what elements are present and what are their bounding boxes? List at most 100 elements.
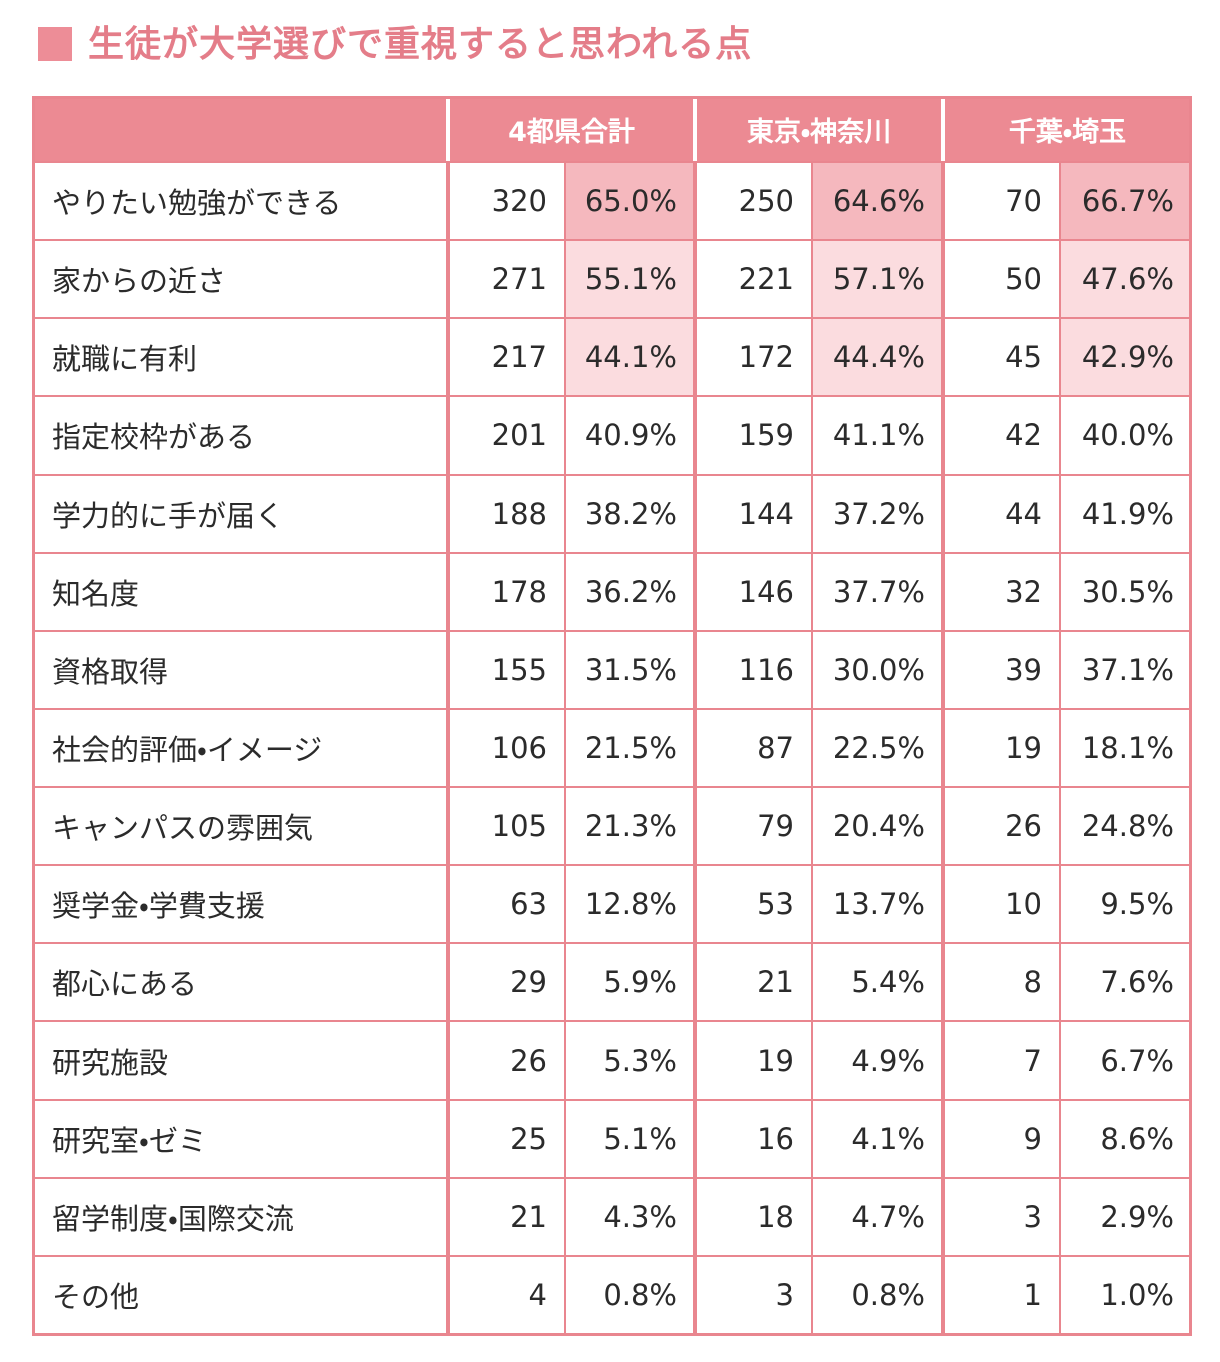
- percent-cell: 21.5%: [584, 730, 677, 765]
- header-bg: [32, 96, 448, 162]
- count-cell: 50: [1005, 262, 1042, 297]
- row-divider: [32, 239, 1192, 241]
- percent-cell: 41.9%: [1081, 496, 1174, 531]
- percent-cell: 2.9%: [1100, 1199, 1174, 1234]
- count-cell: 144: [738, 496, 794, 531]
- percent-cell: 38.2%: [584, 496, 677, 531]
- col-divider: [1059, 162, 1061, 1334]
- row-divider: [32, 708, 1192, 710]
- row-label: 留学制度・国際交流: [52, 1201, 294, 1236]
- percent-cell: 55.1%: [565, 240, 695, 319]
- percent-cell: 0.8%: [851, 1277, 925, 1312]
- count-cell: 9: [1023, 1121, 1042, 1156]
- count-cell: 159: [738, 418, 794, 453]
- percent-cell: 5.1%: [603, 1121, 677, 1156]
- percent-cell: 4.7%: [851, 1199, 925, 1234]
- count-cell: 45: [1005, 340, 1042, 375]
- percent-cell: 6.7%: [1100, 1043, 1174, 1078]
- percent-cell: 18.1%: [1081, 730, 1174, 765]
- count-cell: 221: [738, 262, 794, 297]
- header-divider: [446, 96, 450, 162]
- column-header: 東京・神奈川: [695, 96, 943, 162]
- percent-cell: 42.9%: [1060, 318, 1192, 397]
- count-cell: 172: [738, 340, 794, 375]
- header-bottom: [32, 161, 1192, 163]
- row-label: 知名度: [52, 576, 140, 611]
- row-label: 奨学金・学費支援: [52, 889, 265, 924]
- col-divider: [811, 162, 813, 1334]
- group-divider: [693, 162, 697, 1334]
- count-cell: 7: [1023, 1043, 1042, 1078]
- count-cell: 116: [738, 652, 794, 687]
- percent-cell: 4.1%: [851, 1121, 925, 1156]
- count-cell: 21: [757, 965, 794, 1000]
- row-divider: [32, 786, 1192, 788]
- count-cell: 39: [1005, 652, 1042, 687]
- row-label: 資格取得: [52, 654, 169, 689]
- count-cell: 53: [757, 887, 794, 922]
- row-divider: [32, 1255, 1192, 1257]
- percent-cell: 66.7%: [1060, 162, 1192, 241]
- count-cell: 3: [775, 1277, 794, 1312]
- percent-cell: 31.5%: [584, 652, 677, 687]
- count-cell: 10: [1005, 887, 1042, 922]
- col-divider: [564, 162, 566, 1334]
- percent-cell: 7.6%: [1100, 965, 1174, 1000]
- percent-cell: 4.9%: [851, 1043, 925, 1078]
- count-cell: 4: [528, 1277, 547, 1312]
- percent-cell: 44.4%: [812, 318, 943, 397]
- percent-cell: 30.0%: [832, 652, 925, 687]
- count-cell: 44: [1005, 496, 1042, 531]
- title: 生徒が大学選びで重視すると思われる点: [88, 24, 753, 65]
- count-cell: 63: [510, 887, 547, 922]
- percent-cell: 30.5%: [1081, 574, 1174, 609]
- percent-cell: 65.0%: [565, 162, 695, 241]
- row-label: 指定校枠がある: [52, 420, 256, 455]
- row-label: その他: [52, 1279, 140, 1314]
- percent-cell: 21.3%: [584, 809, 677, 844]
- count-cell: 25: [510, 1121, 547, 1156]
- percent-cell: 40.0%: [1081, 418, 1174, 453]
- percent-cell: 20.4%: [832, 809, 925, 844]
- percent-cell: 47.6%: [1060, 240, 1192, 319]
- header-divider: [941, 96, 945, 162]
- count-cell: 21: [510, 1199, 547, 1234]
- count-cell: 106: [491, 730, 547, 765]
- title-marker: [38, 27, 72, 61]
- column-header: 千葉・埼玉: [943, 96, 1192, 162]
- row-divider: [32, 630, 1192, 632]
- row-label: 都心にある: [52, 967, 198, 1002]
- count-cell: 32: [1005, 574, 1042, 609]
- count-cell: 42: [1005, 418, 1042, 453]
- row-divider: [32, 942, 1192, 944]
- count-cell: 217: [491, 340, 547, 375]
- count-cell: 250: [738, 184, 794, 219]
- percent-cell: 57.1%: [812, 240, 943, 319]
- count-cell: 29: [510, 965, 547, 1000]
- percent-cell: 5.9%: [603, 965, 677, 1000]
- count-cell: 16: [757, 1121, 794, 1156]
- row-divider: [32, 317, 1192, 319]
- group-divider: [941, 162, 945, 1334]
- count-cell: 79: [757, 809, 794, 844]
- count-cell: 3: [1023, 1199, 1042, 1234]
- row-label: 学力的に手が届く: [52, 498, 285, 533]
- percent-cell: 0.8%: [603, 1277, 677, 1312]
- count-cell: 87: [757, 730, 794, 765]
- row-label: 研究施設: [52, 1045, 169, 1080]
- count-cell: 26: [510, 1043, 547, 1078]
- row-divider: [32, 1020, 1192, 1022]
- header-divider: [693, 96, 697, 162]
- row-label: やりたい勉強ができる: [52, 186, 342, 221]
- count-cell: 320: [491, 184, 547, 219]
- count-cell: 201: [491, 418, 547, 453]
- percent-cell: 5.4%: [851, 965, 925, 1000]
- row-divider: [32, 474, 1192, 476]
- group-divider: [446, 162, 450, 1334]
- count-cell: 1: [1023, 1277, 1042, 1312]
- border: [1189, 96, 1192, 1336]
- row-divider: [32, 395, 1192, 397]
- percent-cell: 44.1%: [565, 318, 695, 397]
- percent-cell: 41.1%: [832, 418, 925, 453]
- percent-cell: 1.0%: [1100, 1277, 1174, 1312]
